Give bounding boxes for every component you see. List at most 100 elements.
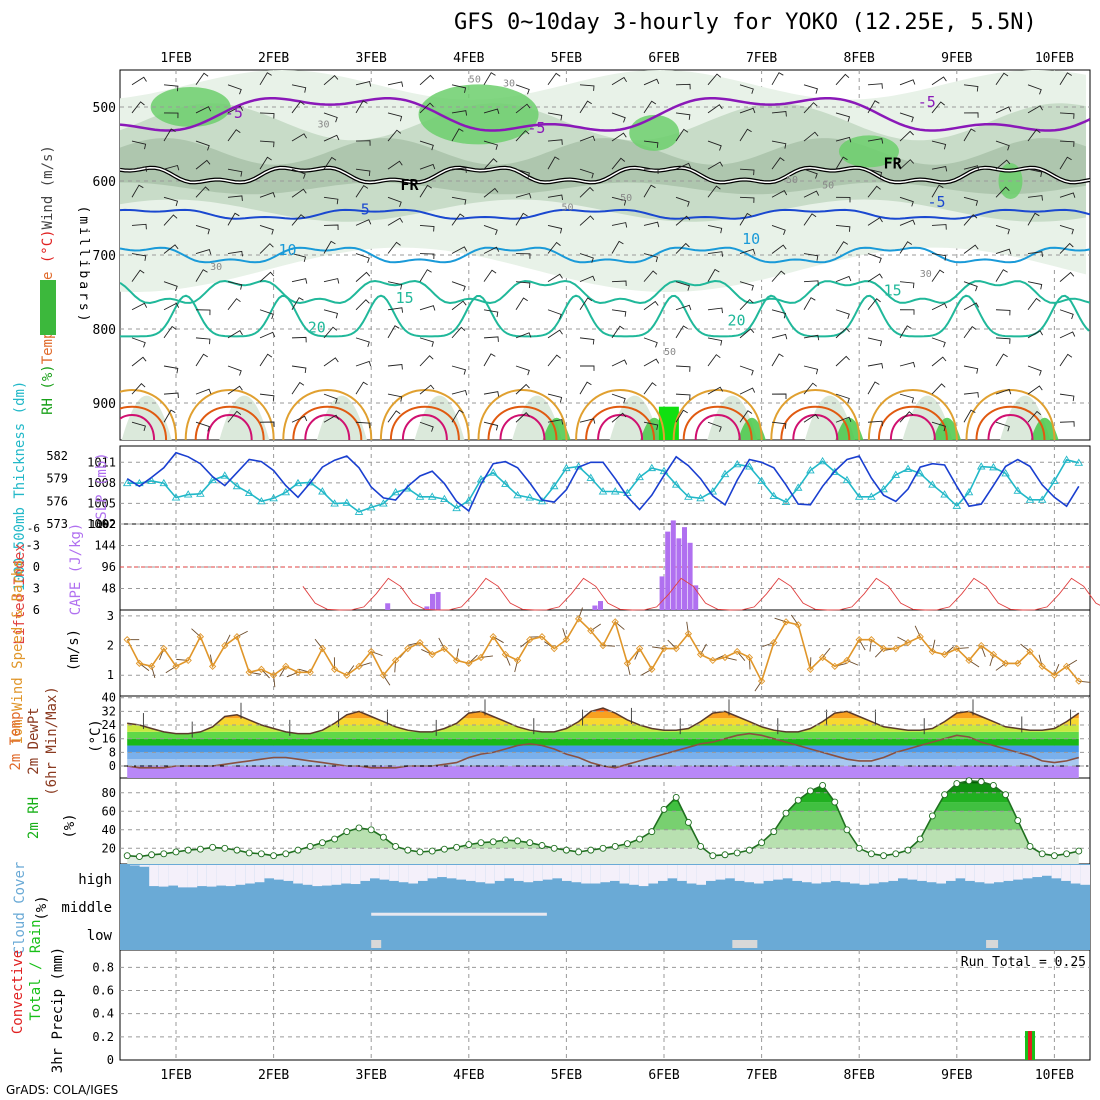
rh-line-point [965,777,973,785]
wind-barb [995,186,1010,198]
thickness-line [127,458,1079,513]
thickness-tick: 579 [46,472,68,486]
contour-label: 15 [884,282,902,300]
contour-label: 30 [210,262,222,273]
lifted-index-top-label: -6 [27,522,40,535]
wind-barb [643,300,659,311]
high-cloud-gap [178,865,188,888]
wind-barb [899,411,914,423]
wind-speed-line-point [367,647,375,656]
wind-barb [387,81,404,87]
rh-line-point [1075,847,1083,855]
wind-barb [803,413,819,423]
temp-ylabel: (6hr Min/Max) [44,686,60,796]
precip-tick: 0.2 [92,1030,114,1044]
wind-barb [963,302,979,311]
wind-barb [483,353,496,367]
wind-barb [963,281,978,292]
wind-barb [867,420,883,427]
high-cloud-gap [754,865,764,884]
wind-barb [899,130,914,142]
high-cloud-gap [965,865,975,881]
wind-barb [867,337,883,347]
warm-dome-isotherm [987,414,1034,440]
wind-barb [611,325,625,339]
wind-barb [803,131,819,142]
wind-barb [611,112,626,123]
wind-barb [931,101,945,114]
rh-line-point [1014,817,1022,824]
surface-wind-barb [273,675,276,688]
wind-barb [1027,385,1043,395]
thickness-line-point [781,497,791,506]
wind-barb [547,139,563,145]
wind-barb [131,253,147,261]
wind-barb [963,196,979,206]
wind-barb [899,325,912,339]
wind-barb [291,415,308,423]
wind-barb [387,241,401,254]
wind-barb [739,328,755,339]
wind-barb [483,421,499,431]
wind-barb [355,299,370,311]
wind-barb [227,385,243,395]
contour-label: FR [884,154,903,172]
high-cloud-gap [360,865,370,881]
wind-barb [835,275,852,283]
warm-dome-isotherm [694,414,741,440]
wind-barb [291,381,305,395]
wind-barb [867,362,884,369]
thickness-line-point [122,478,132,487]
wind-barb [323,278,340,284]
rh-unit: (%) [62,813,78,838]
high-cloud-gap [379,865,390,880]
high-cloud-gap [485,865,495,884]
high-cloud-gap [946,865,956,881]
surface-wind-barb [456,648,459,661]
rh-tick: 20 [102,841,116,855]
wind-barb [515,412,530,423]
wind-barb [163,112,179,119]
wind-barb [259,353,273,367]
rh-line-point [721,851,729,859]
wind-barb [579,135,596,142]
wind-barb [419,74,435,86]
wind-barb [707,386,724,395]
wind-barb [867,273,883,283]
isotherm-minus5-lower [120,208,1090,220]
thickness-line-point [659,466,669,475]
high-cloud-gap [168,865,178,886]
wind-speed-line-point [1026,647,1034,656]
surface-wind-barb [748,657,751,670]
cape-bar [598,601,603,610]
wind-barb [899,393,915,403]
wind-barb [451,110,468,116]
rh-line-point [1038,850,1046,858]
wind-speed-line-point [623,659,632,668]
wind-barb [451,167,467,173]
thickness-line-point [305,478,315,486]
warm-dome-isotherm [282,389,373,440]
chart-title: GFS 0~10day 3-hourly for YOKO (12.25E, 5… [454,10,1037,35]
warm-dome-isotherm [184,389,275,440]
contour-label: 10 [278,241,296,259]
wind-barb [771,393,787,399]
wind-barb [547,273,563,283]
wind-barb [867,298,881,311]
wind-barb [131,421,146,432]
thickness-line-point [928,480,937,488]
temp-ylabel: 2m Temp [8,711,24,770]
wind-barb [1059,192,1076,198]
precip-panel [120,966,1090,1060]
temp-band [127,745,1079,753]
wind-barb [803,102,818,114]
rh-line-point [221,844,229,852]
wind-barb [707,307,723,314]
high-cloud-gap [562,865,572,881]
wind-barb [643,168,659,174]
wind-barb [451,281,466,292]
wind-barb [547,329,563,339]
high-cloud-gap [514,865,524,881]
wind-barb [835,241,849,254]
temperature-panel [120,697,1090,778]
